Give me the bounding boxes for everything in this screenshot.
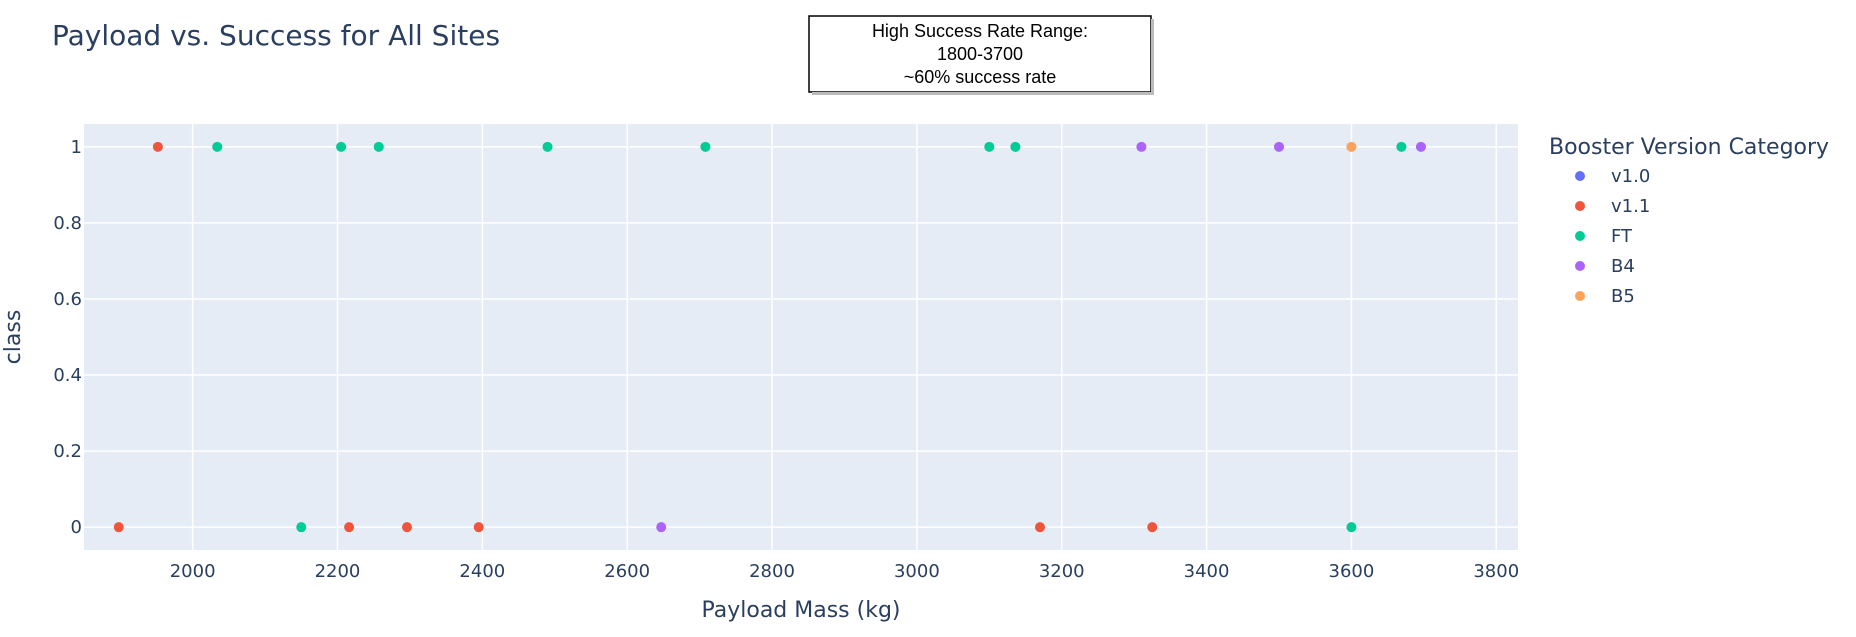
y-tick-label: 0.2: [53, 441, 82, 462]
x-axis-ticks: 2000 2200 2400 2600 2800 3000 3200 3400 3600 3800: [170, 561, 1519, 582]
data-point: [152, 141, 163, 152]
y-tick-label: 0.4: [53, 365, 82, 386]
legend-label: B5: [1611, 286, 1635, 307]
y-tick-label: 1: [71, 137, 82, 158]
data-point: [336, 141, 347, 152]
data-point: [344, 522, 355, 533]
annotation-box: High Success Rate Range: 1800-3700 ~60% …: [808, 15, 1154, 95]
data-point: [984, 141, 995, 152]
legend-label: v1.1: [1611, 196, 1650, 217]
data-point: [1274, 141, 1284, 152]
x-tick-label: 2400: [459, 561, 505, 582]
legend-label: B4: [1611, 256, 1635, 277]
x-tick-label: 2200: [315, 561, 361, 582]
data-point: [113, 522, 124, 533]
annotation-line-2: 1800-3700: [937, 44, 1023, 64]
legend-marker: [1575, 261, 1585, 271]
legend-marker: [1575, 201, 1585, 211]
data-point: [1415, 141, 1426, 152]
data-point: [373, 141, 384, 152]
data-point: [1147, 522, 1158, 533]
x-tick-label: 2000: [170, 561, 216, 582]
data-point: [542, 141, 553, 152]
data-points: [113, 141, 1426, 533]
data-point: [296, 522, 307, 533]
legend: Booster Version Category v1.0 v1.1 FT B4 B5: [1549, 135, 1829, 307]
data-point: [212, 141, 223, 152]
plot-area: [84, 124, 1518, 550]
x-tick-label: 3600: [1329, 561, 1375, 582]
annotation-line-1: High Success Rate Range:: [872, 21, 1088, 41]
x-tick-label: 2600: [604, 561, 650, 582]
y-axis-title: class: [1, 310, 26, 365]
y-tick-label: 0: [71, 517, 82, 538]
data-point: [1346, 141, 1357, 152]
x-tick-label: 3000: [894, 561, 940, 582]
y-axis-ticks: 0 0.2 0.4 0.6 0.8 1: [53, 137, 82, 538]
x-tick-label: 3800: [1473, 561, 1519, 582]
y-tick-label: 0.8: [53, 213, 82, 234]
x-tick-label: 3200: [1039, 561, 1085, 582]
x-tick-label: 2800: [749, 561, 795, 582]
legend-marker: [1575, 291, 1585, 301]
legend-label: FT: [1611, 226, 1633, 247]
x-tick-label: 3400: [1184, 561, 1230, 582]
legend-marker: [1575, 171, 1585, 181]
legend-marker: [1575, 231, 1585, 241]
data-point: [1396, 141, 1407, 152]
data-point: [1346, 522, 1357, 533]
data-point: [1010, 141, 1021, 152]
y-tick-label: 0.6: [53, 289, 82, 310]
data-point: [1136, 141, 1147, 152]
x-axis-title: Payload Mass (kg): [701, 598, 900, 623]
legend-label: v1.0: [1611, 166, 1650, 187]
data-point: [402, 522, 413, 533]
chart-title: Payload vs. Success for All Sites: [52, 19, 500, 52]
legend-title: Booster Version Category: [1549, 135, 1829, 160]
annotation-line-3: ~60% success rate: [904, 67, 1057, 87]
data-point: [1035, 522, 1045, 533]
data-point: [656, 522, 667, 533]
data-point: [700, 141, 711, 152]
data-point: [473, 522, 484, 533]
